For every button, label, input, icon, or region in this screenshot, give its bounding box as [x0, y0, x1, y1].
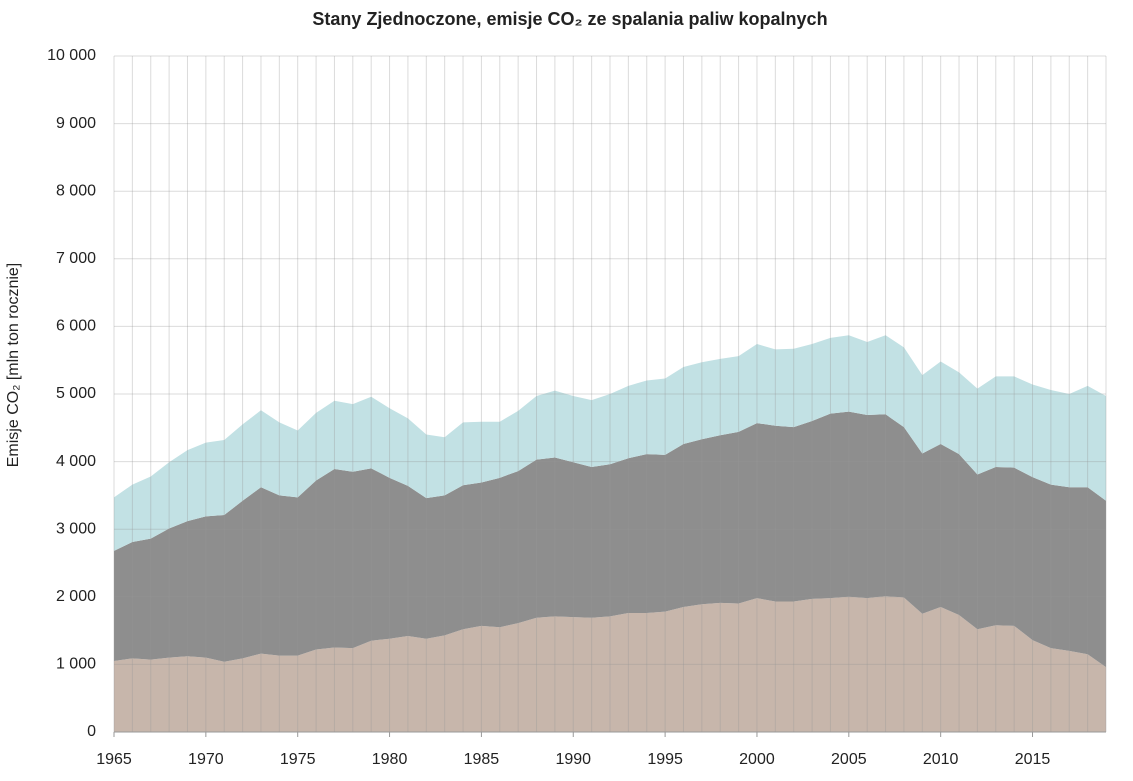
- area: [114, 411, 1106, 668]
- y-tick-label: 1 000: [56, 656, 96, 673]
- chart-title: Stany Zjednoczone, emisje CO₂ ze spalani…: [312, 9, 827, 29]
- y-tick-label: 4 000: [56, 453, 96, 470]
- x-tick-label: 1980: [372, 751, 408, 768]
- y-tick-label: 8 000: [56, 182, 96, 199]
- y-tick-label: 2 000: [56, 588, 96, 605]
- x-tick-label: 2005: [831, 751, 867, 768]
- y-tick-label: 3 000: [56, 520, 96, 537]
- y-tick-label: 5 000: [56, 385, 96, 402]
- x-tick-label: 1965: [96, 751, 132, 768]
- x-tick-label: 2010: [923, 751, 959, 768]
- area: [114, 596, 1106, 732]
- y-tick-label: 0: [87, 723, 96, 740]
- y-tick-label: 10 000: [47, 47, 96, 64]
- y-tick-label: 6 000: [56, 318, 96, 335]
- x-tick-label: 1990: [555, 751, 591, 768]
- x-tick-label: 2015: [1015, 751, 1051, 768]
- x-tick-label: 1970: [188, 751, 224, 768]
- y-tick-label: 7 000: [56, 250, 96, 267]
- x-tick-label: 1985: [464, 751, 500, 768]
- area: [114, 335, 1106, 551]
- x-tick-label: 2000: [739, 751, 775, 768]
- y-tick-label: 9 000: [56, 115, 96, 132]
- x-tick-label: 1975: [280, 751, 316, 768]
- x-tick-label: 1995: [647, 751, 683, 768]
- y-axis-label: Emisje CO₂ [mln ton rocznie]: [5, 263, 22, 468]
